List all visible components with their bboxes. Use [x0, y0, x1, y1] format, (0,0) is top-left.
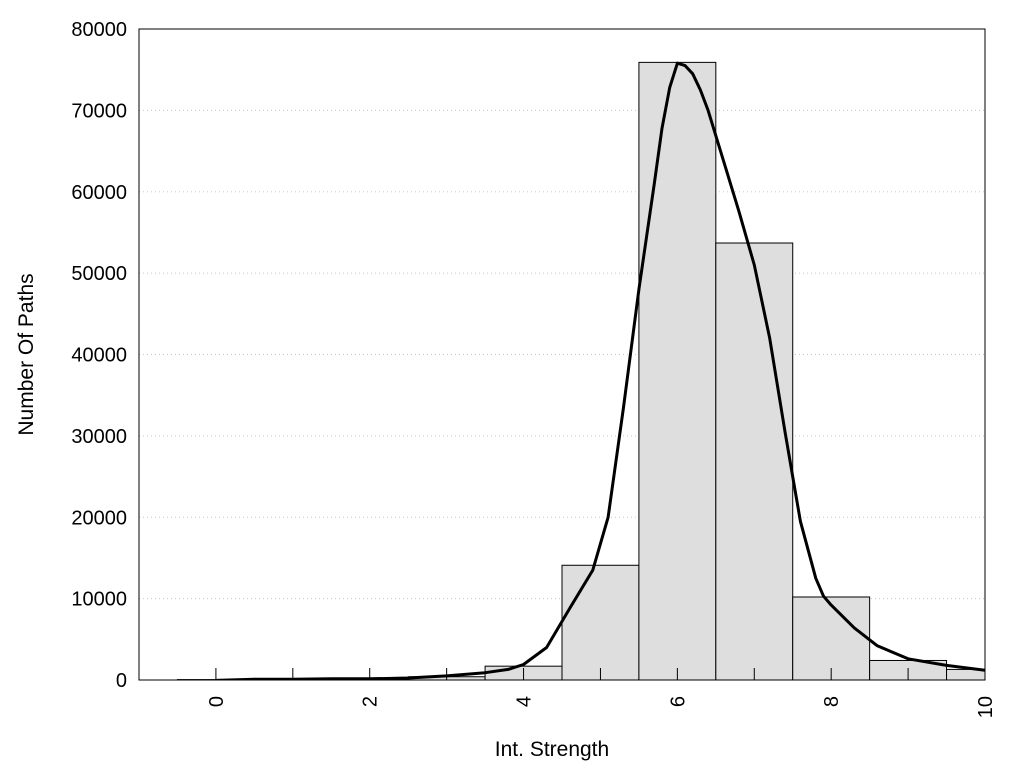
x-tick-label: 2 — [360, 696, 382, 707]
histogram-bar — [561, 564, 640, 680]
y-tick-label: 40000 — [71, 345, 127, 367]
y-tick-label: 80000 — [71, 19, 127, 41]
histogram-bar — [715, 242, 794, 680]
x-axis-title: Int. Strength — [495, 738, 609, 761]
fit-curve — [215, 61, 985, 680]
x-tick-label: 4 — [514, 696, 536, 707]
y-tick-label: 60000 — [71, 182, 127, 204]
histogram-bar — [792, 596, 871, 680]
x-tick-label: 0 — [206, 696, 228, 707]
y-tick-label: 10000 — [71, 589, 127, 611]
fit-curve-layer — [215, 61, 985, 680]
x-axis-ticks: 0 2 4 6 8 10 — [206, 668, 997, 718]
y-tick-label: 0 — [116, 670, 127, 692]
y-tick-label: 70000 — [71, 100, 127, 122]
histogram-bars — [176, 61, 985, 680]
plot-frame — [138, 28, 986, 681]
x-tick-label: 10 — [975, 696, 997, 718]
y-tick-label: 50000 — [71, 263, 127, 285]
y-tick-label: 20000 — [71, 507, 127, 529]
x-tick-label: 8 — [821, 696, 843, 707]
y-axis-title: Number Of Paths — [15, 273, 38, 435]
y-tick-label: 30000 — [71, 426, 127, 448]
y-axis-ticks: 0 10000 20000 30000 40000 50000 60000 70000 8000… — [71, 19, 127, 692]
histogram-bar — [946, 668, 985, 680]
x-tick-label: 6 — [667, 696, 689, 707]
histogram-bar — [638, 61, 717, 680]
grid-lines — [139, 109, 985, 600]
